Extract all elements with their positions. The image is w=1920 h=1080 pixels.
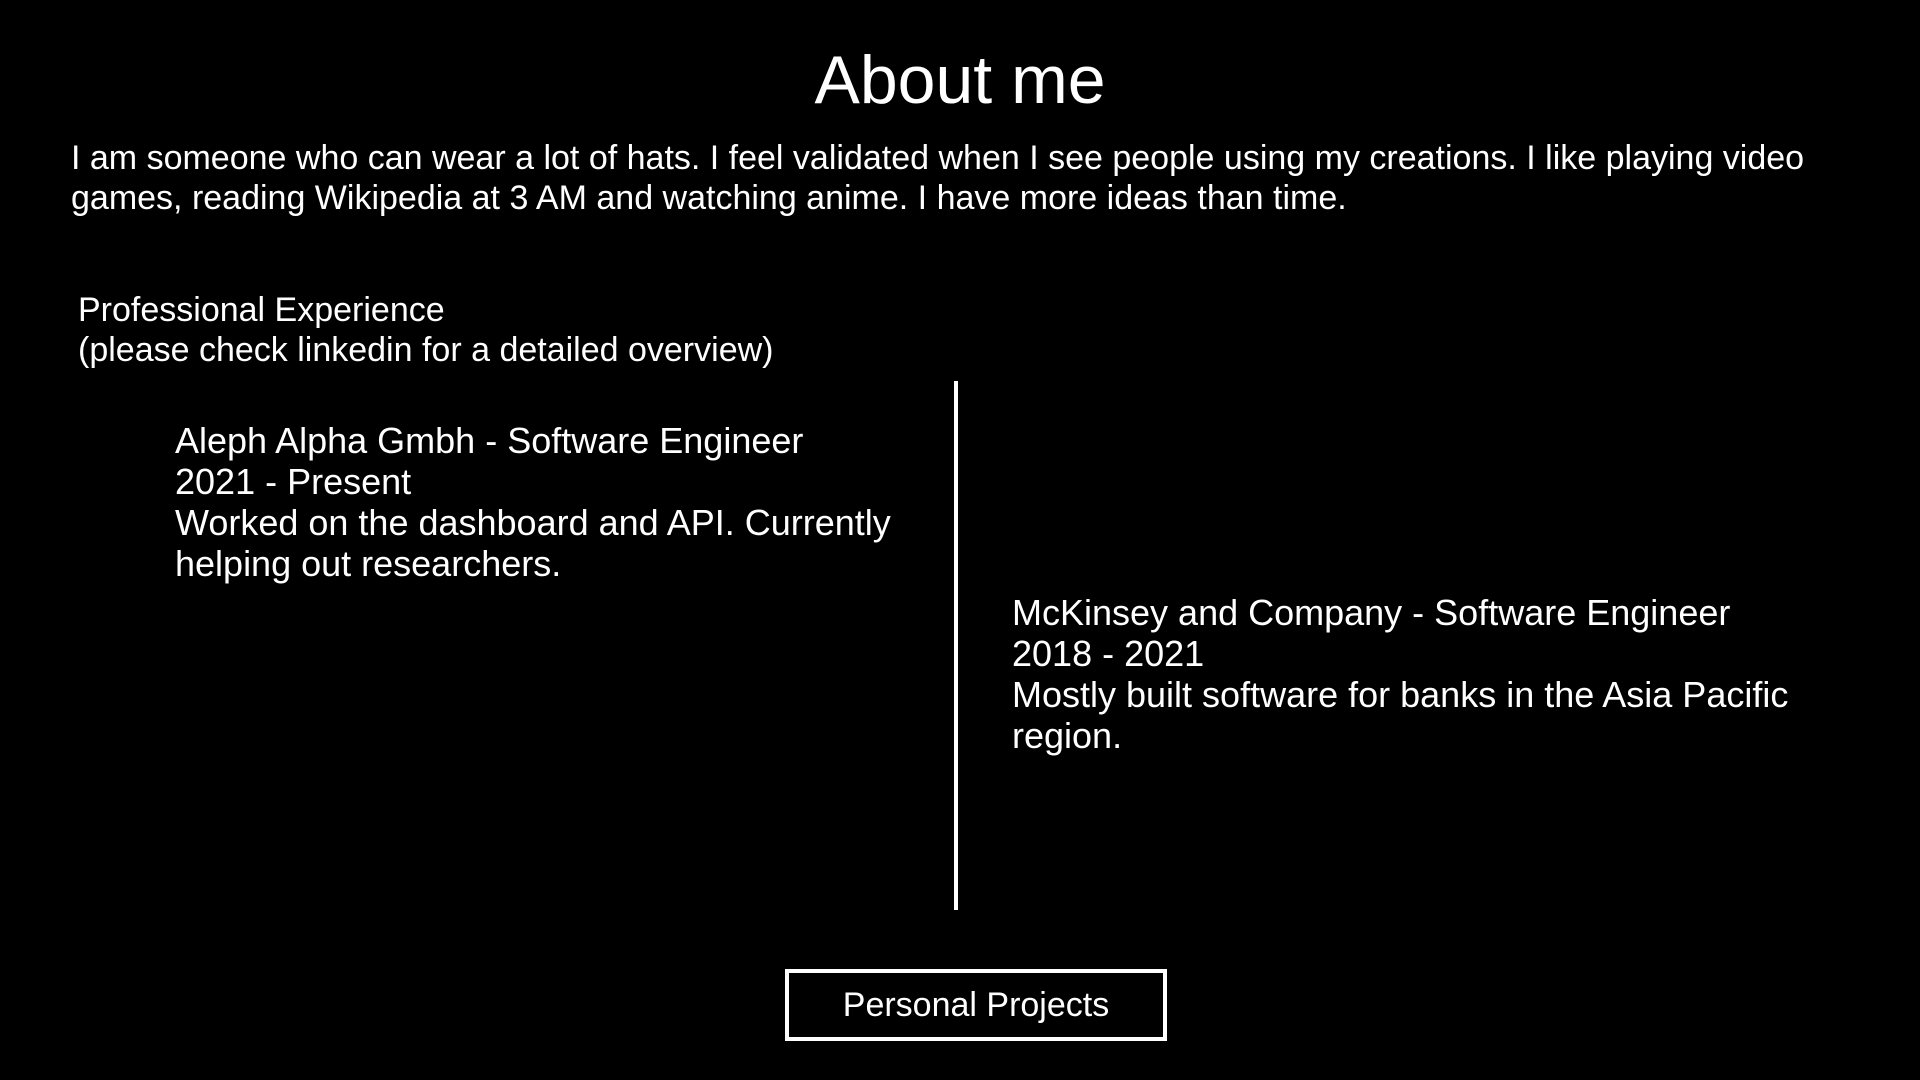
timeline-divider — [954, 381, 958, 910]
experience-subheading: (please check linkedin for a detailed ov… — [78, 331, 774, 369]
experience-header: Professional Experience (please check li… — [78, 290, 978, 370]
job-period: 2021 - Present — [175, 461, 412, 502]
job-entry-mckinsey: McKinsey and Company - Software Engineer… — [1012, 592, 1832, 756]
intro-paragraph: I am someone who can wear a lot of hats.… — [71, 139, 1805, 217]
job-entry-aleph-alpha: Aleph Alpha Gmbh - Software Engineer 202… — [175, 420, 915, 584]
job-description: Worked on the dashboard and API. Current… — [175, 502, 891, 584]
job-title: McKinsey and Company - Software Engineer — [1012, 592, 1731, 633]
job-title: Aleph Alpha Gmbh - Software Engineer — [175, 420, 804, 461]
experience-heading: Professional Experience — [78, 291, 445, 329]
job-description: Mostly built software for banks in the A… — [1012, 674, 1789, 756]
personal-projects-button[interactable]: Personal Projects — [785, 969, 1167, 1041]
job-period: 2018 - 2021 — [1012, 633, 1205, 674]
page-title: About me — [814, 42, 1106, 118]
